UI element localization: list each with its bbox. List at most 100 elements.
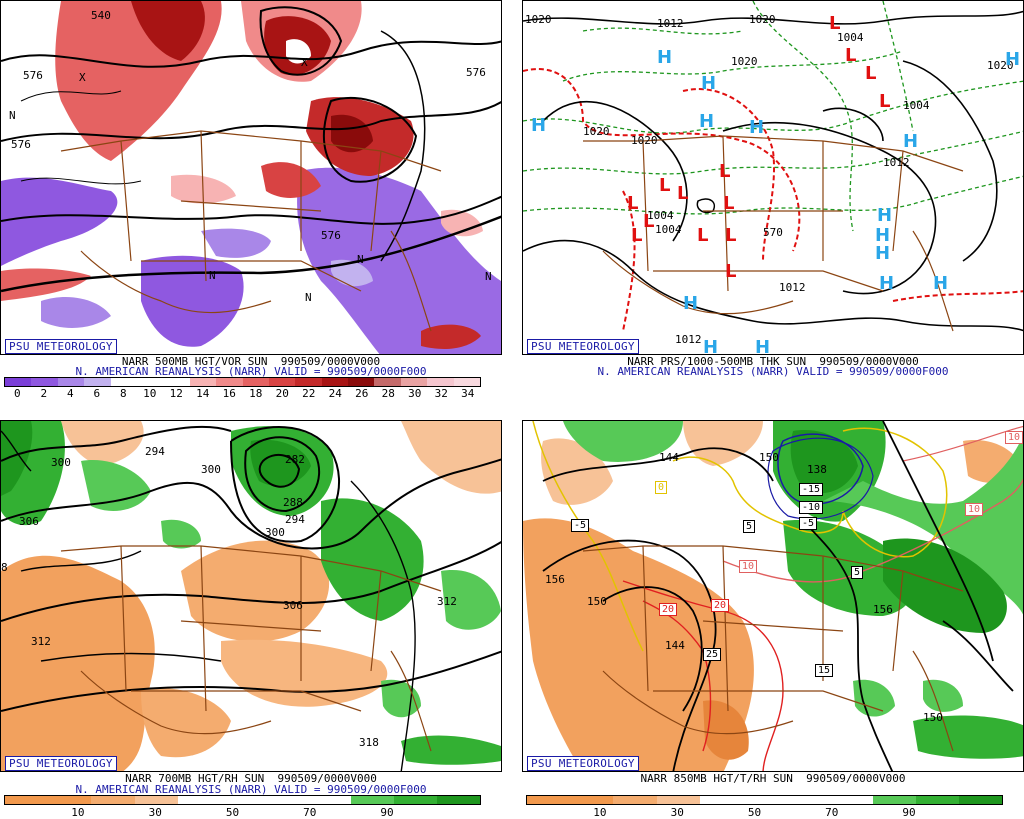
svg-text:300: 300: [201, 463, 221, 476]
svg-text:1020: 1020: [525, 13, 552, 26]
caption-valid: N. AMERICAN REANALYSIS (NARR) VALID = 99…: [75, 783, 427, 796]
colorbar: [4, 377, 481, 387]
colorbar-tick-label: 70: [825, 806, 839, 819]
svg-text:576: 576: [11, 138, 31, 151]
colorbar-tick-label: 30: [408, 387, 422, 400]
colorbar-tick-label: 20: [275, 387, 289, 400]
colorbar-tick-label: 22: [302, 387, 316, 400]
map-500mb-vorticity: 540 576 576 576 576 N N N N N X X PSU ME…: [0, 0, 502, 355]
colorbar-tick-label: 10: [593, 806, 607, 819]
colorbar-swatch: [393, 796, 437, 804]
colorbar-tick-label: 50: [747, 806, 762, 819]
svg-text:H: H: [877, 205, 892, 226]
svg-text:1004: 1004: [837, 31, 864, 44]
temp-label: 10: [739, 560, 758, 573]
colorbar-tick-label: 18: [249, 387, 263, 400]
colorbar-swatch: [436, 796, 481, 804]
svg-text:1020: 1020: [749, 13, 776, 26]
svg-text:1012: 1012: [675, 333, 702, 346]
caption-valid: N. AMERICAN REANALYSIS (NARR) VALID = 99…: [75, 365, 427, 378]
svg-text:H: H: [755, 337, 770, 355]
svg-text:H: H: [875, 225, 890, 246]
svg-text:H: H: [531, 115, 546, 136]
svg-text:N: N: [357, 253, 364, 266]
colorbar-swatch: [163, 378, 190, 386]
svg-text:L: L: [723, 193, 734, 214]
colorbar-swatch: [348, 378, 375, 386]
temp-label: -5: [799, 517, 818, 530]
svg-text:1020: 1020: [731, 55, 758, 68]
colorbar-tick-label: 10: [143, 387, 157, 400]
map-graphic: 540 576 576 576 576 N N N N N X X: [1, 1, 501, 354]
svg-text:H: H: [701, 73, 716, 94]
svg-text:150: 150: [759, 451, 779, 464]
colorbar-swatch: [656, 796, 700, 804]
svg-text:H: H: [683, 293, 698, 314]
svg-text:318: 318: [359, 736, 379, 749]
map-graphic: 144 150 156 150 144 138 156 150: [523, 421, 1023, 771]
svg-text:1004: 1004: [647, 209, 674, 222]
colorbar-tick-label: 4: [66, 387, 74, 400]
colorbar-swatch: [242, 378, 269, 386]
colorbar-swatch: [189, 378, 217, 386]
svg-text:1012: 1012: [779, 281, 806, 294]
svg-text:282: 282: [285, 453, 305, 466]
colorbar: [4, 795, 481, 805]
colorbar-tick-label: 14: [196, 387, 210, 400]
svg-text:576: 576: [466, 66, 486, 79]
colorbar-swatch: [321, 378, 349, 386]
temp-label: -10: [799, 501, 824, 514]
svg-text:1012: 1012: [883, 156, 910, 169]
colorbar-swatch: [374, 378, 401, 386]
svg-text:H: H: [875, 243, 890, 264]
panel-pressure-thickness: 1020 1012 1020 1020 1020 1020 1004 1004 …: [522, 0, 1024, 400]
svg-text:H: H: [903, 131, 918, 152]
colorbar: [526, 795, 1003, 805]
colorbar-swatch: [699, 796, 743, 804]
colorbar-tick-label: 16: [222, 387, 236, 400]
psu-meteorology-badge: PSU METEOROLOGY: [5, 756, 117, 771]
svg-text:306: 306: [19, 515, 39, 528]
colorbar-swatch: [570, 796, 614, 804]
map-700mb-rh: 300 294 300 282 288 294 300 306 306 312 …: [0, 420, 502, 772]
psu-meteorology-badge: PSU METEOROLOGY: [527, 756, 639, 771]
svg-text:L: L: [719, 161, 730, 182]
colorbar-swatch: [307, 796, 351, 804]
colorbar-tick-label: 90: [380, 806, 394, 819]
colorbar-swatch: [5, 378, 32, 386]
temp-label: -15: [799, 483, 824, 496]
colorbar-tick-label: 50: [225, 806, 240, 819]
colorbar-swatch: [134, 796, 178, 804]
colorbar-tick-label: 6: [93, 387, 101, 400]
svg-text:576: 576: [23, 69, 43, 82]
colorbar-tick-label: 10: [71, 806, 85, 819]
colorbar-swatch: [177, 796, 221, 804]
svg-text:L: L: [879, 91, 890, 112]
colorbar-ticks: 10 30 50 70 90: [526, 807, 1003, 819]
svg-text:N: N: [209, 269, 216, 282]
temp-label: 20: [711, 599, 730, 612]
colorbar-swatch: [91, 796, 135, 804]
caption-title: NARR 850MB HGT/T/RH SUN 990509/0000V000: [640, 772, 906, 785]
svg-text:L: L: [829, 13, 840, 34]
panel-500mb-vorticity: 540 576 576 576 576 N N N N N X X PSU ME…: [0, 0, 502, 400]
colorbar-ticks: 0 2 4 6 8 10 12 14 16 18 20 22 24 26 28 30 32 34: [4, 388, 481, 400]
colorbar-tick-label: 24: [328, 387, 342, 400]
svg-text:150: 150: [587, 595, 607, 608]
caption-title: NARR 500MB HGT/VOR SUN 990509/0000V000: [121, 355, 381, 368]
svg-text:H: H: [933, 273, 948, 294]
caption-title: NARR PRS/1000-500MB THK SUN 990509/0000V…: [627, 355, 919, 368]
colorbar-swatch: [216, 378, 243, 386]
colorbar-tick-label: 30: [670, 806, 684, 819]
svg-text:L: L: [845, 45, 856, 66]
colorbar-swatch: [48, 796, 92, 804]
svg-text:H: H: [699, 111, 714, 132]
svg-text:1004: 1004: [903, 99, 930, 112]
svg-text:L: L: [659, 175, 670, 196]
svg-text:X: X: [79, 71, 86, 84]
svg-text:144: 144: [665, 639, 685, 652]
svg-text:L: L: [725, 261, 736, 282]
temp-label: 0: [655, 481, 668, 494]
svg-text:150: 150: [923, 711, 943, 724]
svg-text:138: 138: [807, 463, 827, 476]
